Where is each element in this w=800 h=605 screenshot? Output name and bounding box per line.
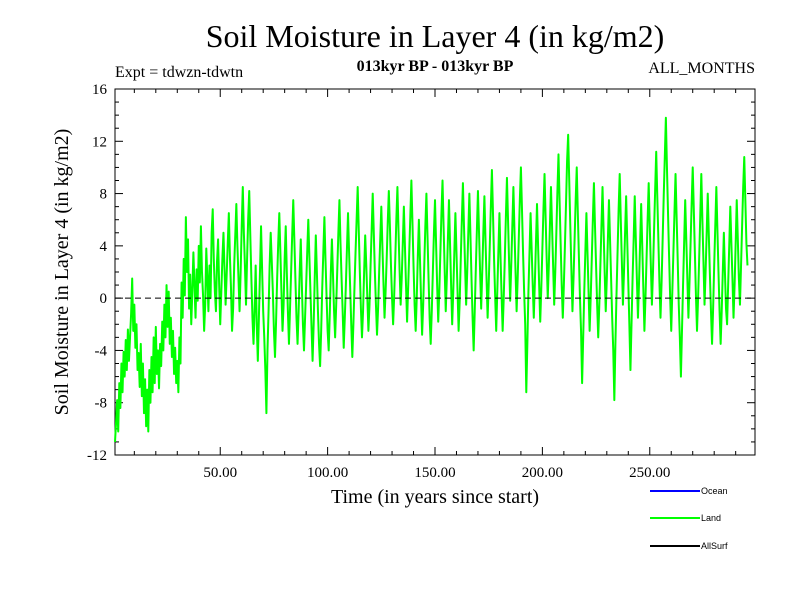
x-tick-label: 250.00 — [629, 465, 670, 481]
x-tick-label: 50.00 — [203, 465, 237, 481]
expt-label: Expt = tdwzn-tdwtn — [115, 64, 243, 81]
y-tick-label: 4 — [100, 239, 108, 255]
months-label: ALL_MONTHS — [648, 60, 755, 77]
period-label: 013kyr BP - 013kyr BP — [357, 58, 514, 75]
y-tick-label: -8 — [95, 396, 108, 412]
x-axis: 50.00 100.00 150.00 200.00 250.00 — [133, 89, 737, 481]
y-tick-label: 12 — [92, 134, 107, 150]
series-group — [114, 116, 749, 442]
series-line-land — [114, 116, 749, 442]
chart-title: Soil Moisture in Layer 4 (in kg/m2) — [206, 18, 665, 54]
legend-label-land: Land — [701, 513, 721, 523]
y-tick-label: 8 — [100, 187, 108, 203]
legend-label-allsurf: AllSurf — [701, 541, 728, 551]
y-tick-label: -12 — [87, 448, 107, 464]
x-tick-label: 150.00 — [414, 465, 455, 481]
legend-label-ocean: Ocean — [701, 486, 728, 496]
legend: Ocean Land AllSurf — [650, 486, 728, 551]
x-tick-label: 100.00 — [307, 465, 348, 481]
y-axis-label: Soil Moisture in Layer 4 (in kg/m2) — [51, 129, 73, 416]
y-tick-label: 0 — [100, 291, 108, 307]
y-tick-label: 16 — [92, 82, 108, 98]
x-tick-label: 200.00 — [522, 465, 563, 481]
x-axis-label: Time (in years since start) — [331, 486, 539, 508]
y-tick-label: -4 — [95, 343, 108, 359]
